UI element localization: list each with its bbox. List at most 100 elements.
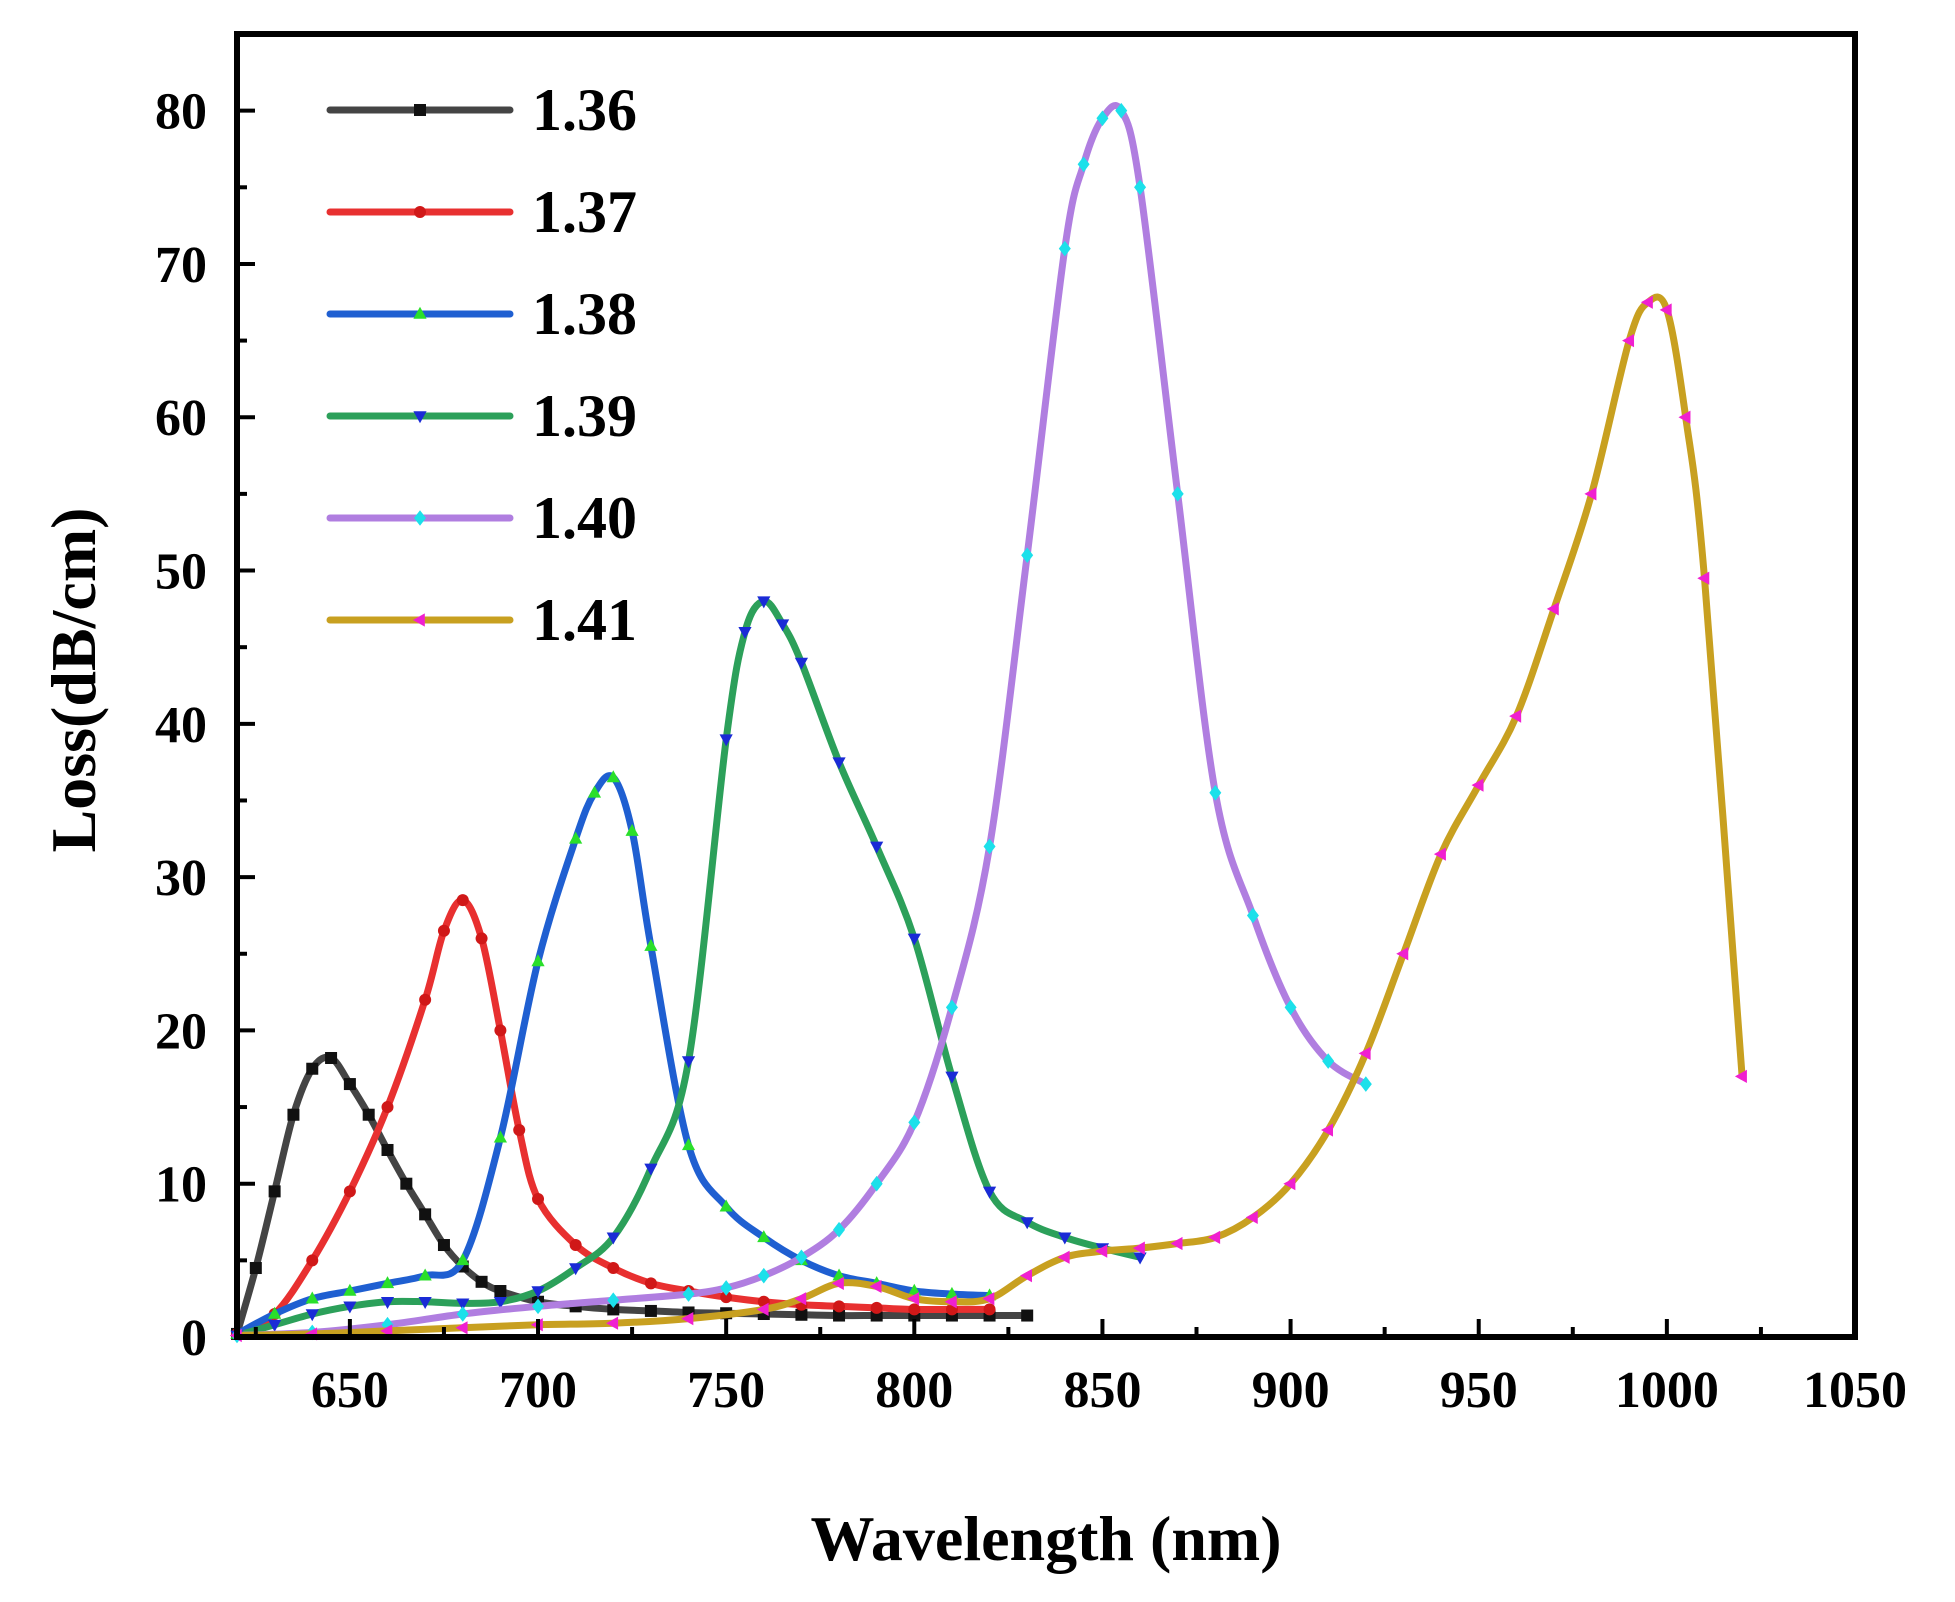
series-1-41 (229, 293, 1747, 1343)
data-point (870, 1175, 883, 1192)
data-point (587, 785, 602, 798)
data-point (1132, 1241, 1145, 1255)
data-point (1057, 1250, 1070, 1264)
legend-item: 1.39 (326, 383, 637, 449)
data-point (794, 657, 809, 670)
data-point (1734, 1069, 1747, 1083)
data-point (682, 1286, 695, 1302)
data-point (287, 1108, 300, 1121)
data-point (945, 1071, 959, 1084)
data-point (607, 1262, 620, 1275)
data-point (1321, 1123, 1334, 1137)
data-point (1058, 1232, 1072, 1245)
legend-marker (412, 613, 425, 627)
data-point (1021, 1309, 1034, 1322)
data-point (607, 1303, 620, 1316)
data-point (757, 1230, 771, 1243)
data-point (757, 1267, 770, 1284)
data-point (831, 1276, 844, 1290)
legend-item: 1.41 (326, 587, 637, 653)
data-point (343, 1078, 356, 1091)
legend-marker (414, 206, 426, 218)
data-point (833, 1300, 846, 1313)
data-point (1640, 295, 1653, 309)
legend-label: 1.39 (532, 383, 637, 449)
data-point (1678, 410, 1691, 424)
data-point (982, 1292, 995, 1306)
x-tick-label: 650 (311, 1362, 389, 1419)
data-point (1096, 110, 1109, 127)
data-point (437, 924, 450, 937)
legend-label: 1.36 (532, 77, 637, 143)
x-tick-label: 850 (1063, 1362, 1141, 1419)
data-point (569, 1239, 582, 1252)
data-point (380, 1276, 395, 1289)
data-point (419, 993, 432, 1006)
data-point (1509, 709, 1522, 723)
data-point (982, 1186, 997, 1199)
data-point (795, 1308, 808, 1321)
data-point (531, 954, 545, 967)
data-point (644, 938, 658, 951)
data-point (1133, 1252, 1147, 1265)
data-point (249, 1262, 262, 1275)
data-point (1433, 847, 1446, 861)
x-tick-label: 950 (1440, 1362, 1518, 1419)
y-tick-label: 50 (155, 544, 207, 601)
data-point (870, 841, 884, 854)
data-point (1209, 785, 1222, 801)
data-point (400, 1177, 413, 1190)
data-point (1134, 179, 1147, 196)
data-point (380, 1296, 395, 1309)
data-point (907, 933, 921, 946)
data-point (418, 1296, 432, 1309)
data-point (907, 1292, 920, 1306)
y-tick-label: 0 (181, 1310, 207, 1367)
data-point (1546, 602, 1559, 616)
data-point (493, 1130, 507, 1143)
data-point (456, 1306, 469, 1322)
data-point (1170, 1236, 1183, 1251)
data-point (1020, 1217, 1034, 1230)
x-tick-label: 800 (875, 1362, 953, 1419)
series-layer (229, 102, 1747, 1344)
data-point (832, 1268, 846, 1281)
data-point (644, 1304, 657, 1317)
data-point (381, 1143, 394, 1156)
data-point (832, 757, 846, 770)
legend-marker (413, 411, 427, 424)
data-point (907, 1283, 921, 1296)
data-point (757, 596, 771, 609)
data-point (607, 1292, 620, 1309)
data-point (1359, 1076, 1372, 1092)
data-point (644, 1163, 658, 1176)
data-point (532, 1193, 545, 1206)
data-point (983, 1303, 996, 1316)
data-point (306, 1254, 319, 1267)
data-point (681, 1056, 696, 1069)
data-point (945, 1286, 959, 1299)
data-point (569, 1263, 583, 1276)
data-point (305, 1291, 319, 1304)
data-point (681, 1138, 696, 1151)
data-point (1584, 487, 1597, 501)
data-point (681, 1312, 694, 1326)
data-point (1322, 1053, 1335, 1069)
y-tick-label: 80 (155, 84, 207, 141)
data-point (756, 1302, 769, 1317)
data-point (268, 1185, 281, 1198)
data-point (418, 1268, 432, 1281)
legend-marker (414, 510, 426, 526)
data-point (475, 932, 488, 945)
data-point (870, 1301, 883, 1314)
data-point (945, 999, 958, 1016)
data-point (1021, 547, 1034, 563)
data-point (456, 1298, 470, 1311)
data-point (1284, 999, 1297, 1016)
data-point (1095, 1244, 1108, 1258)
data-point (908, 1114, 921, 1131)
data-point (606, 770, 620, 783)
data-point (1171, 486, 1184, 502)
data-point (1622, 333, 1635, 348)
